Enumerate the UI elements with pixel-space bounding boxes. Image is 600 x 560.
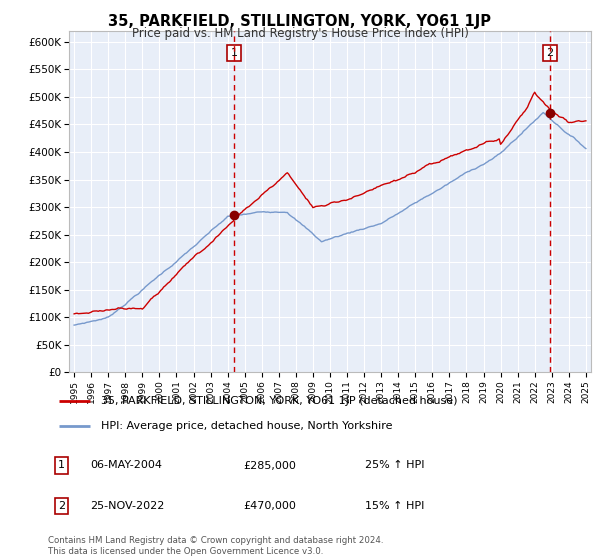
Text: HPI: Average price, detached house, North Yorkshire: HPI: Average price, detached house, Nort…	[101, 421, 392, 431]
Text: 1: 1	[230, 48, 238, 58]
Text: 2: 2	[547, 48, 554, 58]
Text: £285,000: £285,000	[244, 460, 296, 470]
Text: £470,000: £470,000	[244, 501, 296, 511]
Text: 25% ↑ HPI: 25% ↑ HPI	[365, 460, 424, 470]
Text: 35, PARKFIELD, STILLINGTON, YORK, YO61 1JP (detached house): 35, PARKFIELD, STILLINGTON, YORK, YO61 1…	[101, 396, 457, 407]
Text: Contains HM Land Registry data © Crown copyright and database right 2024.
This d: Contains HM Land Registry data © Crown c…	[48, 536, 383, 556]
Text: 1: 1	[58, 460, 65, 470]
Text: Price paid vs. HM Land Registry's House Price Index (HPI): Price paid vs. HM Land Registry's House …	[131, 27, 469, 40]
Text: 15% ↑ HPI: 15% ↑ HPI	[365, 501, 424, 511]
Text: 06-MAY-2004: 06-MAY-2004	[90, 460, 162, 470]
Text: 25-NOV-2022: 25-NOV-2022	[90, 501, 164, 511]
Text: 2: 2	[58, 501, 65, 511]
Text: 35, PARKFIELD, STILLINGTON, YORK, YO61 1JP: 35, PARKFIELD, STILLINGTON, YORK, YO61 1…	[109, 14, 491, 29]
